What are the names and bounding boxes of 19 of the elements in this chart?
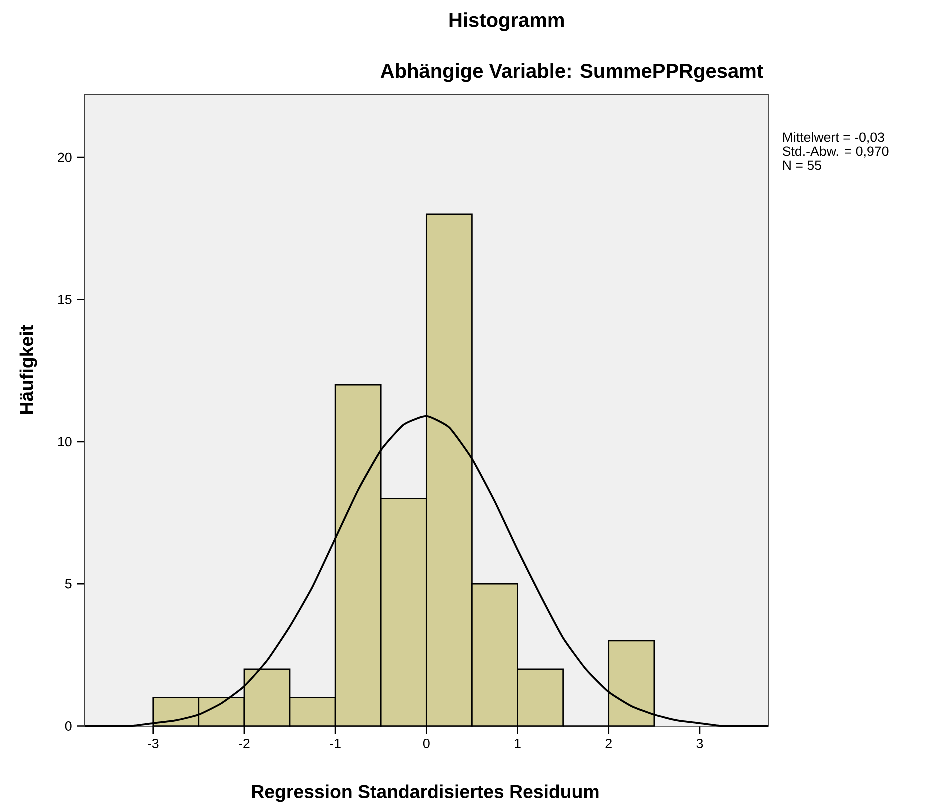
y-tick-label: 15 (58, 295, 72, 305)
y-tick-label: 5 (65, 580, 72, 589)
y-tick-label: 10 (58, 437, 72, 447)
x-tick-label: 0 (423, 739, 430, 749)
text: Mittelwert = -0,03 (783, 132, 884, 144)
y-tick-label: 0 (65, 722, 72, 732)
text: N = 55 (783, 161, 822, 170)
x-tick-label: -3 (148, 739, 159, 749)
x-tick-label: 2 (606, 739, 612, 748)
x-axis-title: Regression Standardisiertes Residuum (252, 784, 599, 802)
y-tick-label: 20 (58, 153, 72, 162)
x-tick-label: -2 (239, 739, 250, 748)
x-tick-label: 3 (696, 739, 704, 749)
x-tick-label: 1 (515, 739, 521, 748)
chart-title: Histogramm (450, 12, 564, 32)
y-axis-title: Häufigkeit (20, 325, 38, 414)
x-tick-label: -1 (330, 739, 341, 748)
text: Std.-Abw. = 0,970 (782, 146, 889, 158)
chart-subtitle: Abhängige Variable: SummePPRgesamt (380, 64, 764, 82)
